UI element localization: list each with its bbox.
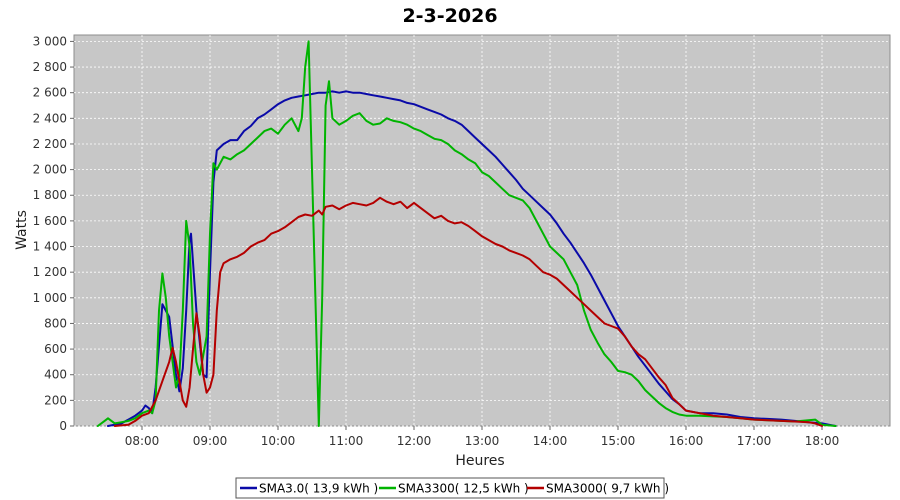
y-tick-label: 400 xyxy=(44,368,67,382)
x-tick-label: 16:00 xyxy=(669,434,704,448)
x-tick-label: 18:00 xyxy=(805,434,840,448)
y-tick-label: 2 000 xyxy=(33,163,67,177)
y-tick-label: 1 600 xyxy=(33,214,67,228)
y-tick-label: 1 200 xyxy=(33,265,67,279)
x-tick-label: 15:00 xyxy=(601,434,636,448)
x-axis-ticks: 08:00 09:00 10:00 11:00 12:00 13:00 14:00 15:00… xyxy=(125,426,840,448)
y-tick-label: 1 800 xyxy=(33,188,67,202)
x-tick-label: 09:00 xyxy=(193,434,228,448)
y-tick-label: 600 xyxy=(44,342,67,356)
legend: SMA3.0( 13,9 kWh ) SMA3300( 12,5 kWh ) SMA… xyxy=(235,477,669,499)
y-tick-label: 2 400 xyxy=(33,111,67,125)
x-tick-label: 08:00 xyxy=(125,434,160,448)
legend-label-0: SMA3.0( 13,9 kWh ) xyxy=(259,482,378,496)
series-line-1 xyxy=(96,40,837,427)
y-tick-label: 800 xyxy=(44,316,67,330)
y-tick-label: 2 600 xyxy=(33,86,67,100)
x-tick-label: 11:00 xyxy=(329,434,364,448)
y-tick-label: 0 xyxy=(59,419,67,433)
x-tick-label: 12:00 xyxy=(397,434,432,448)
x-axis-label: Heures xyxy=(455,453,504,469)
legend-label-2: SMA3000( 9,7 kWh ) xyxy=(546,482,669,496)
legend-label-1: SMA3300( 12,5 kWh ) xyxy=(398,482,529,496)
y-tick-label: 2 800 xyxy=(33,60,67,74)
legend-box xyxy=(235,477,665,499)
y-tick-label: 3 000 xyxy=(33,34,67,48)
x-tick-label: 17:00 xyxy=(737,434,772,448)
series-layer xyxy=(96,40,837,427)
y-tick-label: 200 xyxy=(44,393,67,407)
x-tick-label: 10:00 xyxy=(261,434,296,448)
y-tick-label: 1 000 xyxy=(33,291,67,305)
chart-title: 2-3-2026 xyxy=(402,5,497,27)
y-tick-label: 1 400 xyxy=(33,240,67,254)
y-tick-label: 2 200 xyxy=(33,137,67,151)
x-tick-label: 14:00 xyxy=(533,434,568,448)
y-axis-label: Watts xyxy=(14,210,30,250)
y-axis-ticks: 0 200 400 600 800 1 000 1 200 1 400 1 600 1 800 2 … xyxy=(33,34,74,433)
series-line-2 xyxy=(113,196,823,427)
x-tick-label: 13:00 xyxy=(465,434,500,448)
